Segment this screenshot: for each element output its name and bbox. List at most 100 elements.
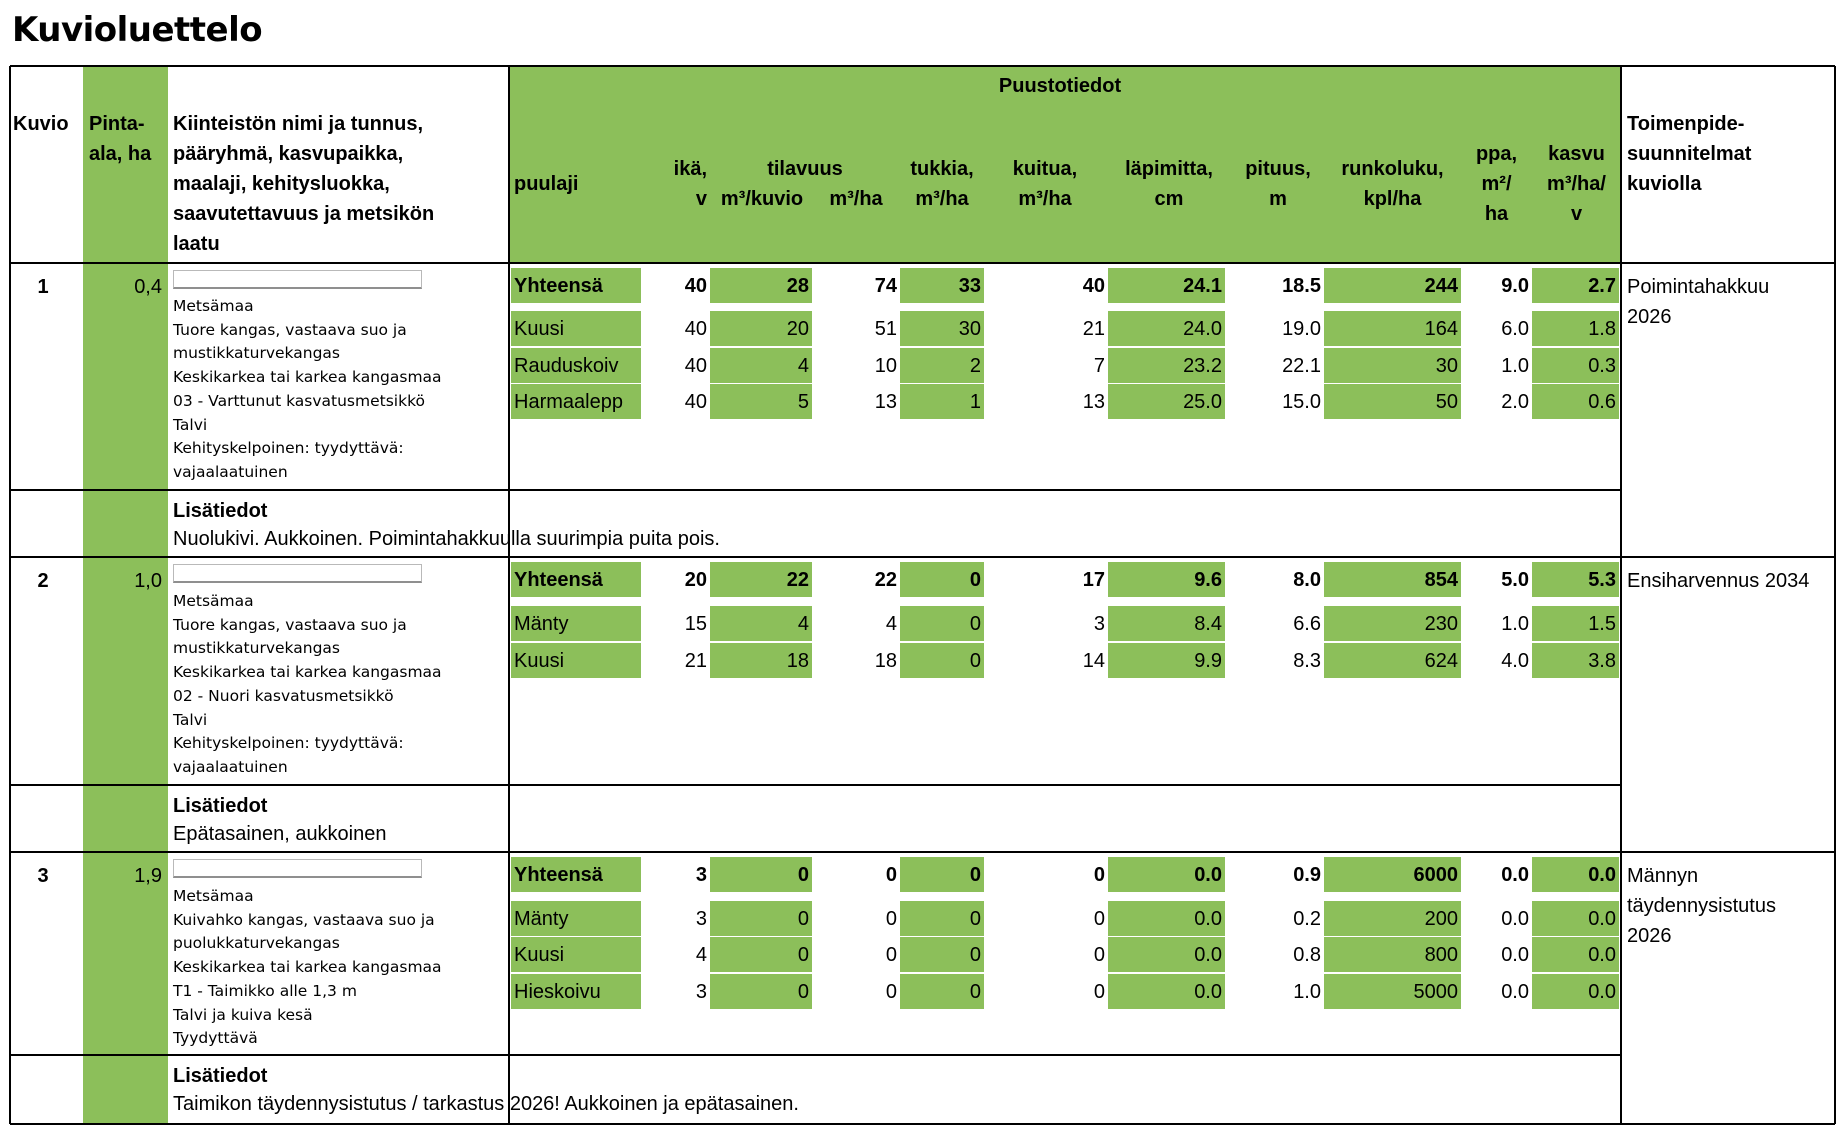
cell-runkoluku: 50: [1435, 391, 1458, 413]
pattern-detail-line: vajaalaatuinen: [173, 757, 288, 776]
pattern-detail-line: Kehityskelpoinen: tyydyttävä:: [173, 439, 404, 458]
cell-fill-runkoluku: [1324, 937, 1461, 972]
cell-pituus: 15.0: [1282, 391, 1321, 413]
cell-tukkia: 0: [969, 864, 981, 886]
cell-fill-tukkia: [900, 937, 984, 972]
pinta-ala-column-fill: [83, 66, 168, 1124]
cell-lapimitta: 24.1: [1183, 275, 1222, 297]
cell-fill-lapimitta: [1108, 857, 1225, 892]
cell-runkoluku: 624: [1424, 650, 1458, 672]
header-kasvu: v: [1570, 203, 1583, 225]
cell-tukkia: 1: [969, 391, 981, 413]
cell-fill-puulaji: [511, 562, 641, 597]
cell-fill-tilavuus_kuvio: [710, 974, 812, 1009]
cell-pituus: 0.2: [1293, 908, 1321, 930]
cell-fill-lapimitta: [1108, 562, 1225, 597]
cell-puulaji: Yhteensä: [514, 569, 603, 591]
cell-runkoluku: 164: [1424, 318, 1458, 340]
header-kiinteisto: laatu: [173, 233, 220, 255]
cell-tilavuus_ha: 13: [874, 391, 897, 413]
cell-lapimitta: 0.0: [1194, 908, 1222, 930]
toimenpide-text: Ensiharvennus 2034: [1627, 570, 1810, 592]
cell-tukkia: 30: [958, 318, 981, 340]
cell-runkoluku: 244: [1424, 275, 1458, 297]
cell-fill-tilavuus_kuvio: [710, 606, 812, 641]
cell-fill-puulaji: [511, 974, 641, 1009]
header-puulaji: puulaji: [514, 173, 579, 195]
header-lapimitta: cm: [1154, 188, 1184, 210]
cell-fill-tilavuus_kuvio: [710, 384, 812, 419]
green-fills: [83, 66, 1621, 1124]
header-tukkia: tukkia,: [910, 158, 974, 180]
cell-kasvu: 0.0: [1588, 908, 1616, 930]
cell-runkoluku: 30: [1435, 355, 1458, 377]
header-ika: v: [695, 188, 707, 210]
cell-runkoluku: 5000: [1413, 981, 1459, 1003]
cell-ika: 20: [684, 569, 707, 591]
toimenpide-text: 2026: [1627, 306, 1672, 328]
cell-ppa: 5.0: [1501, 569, 1529, 591]
kiinteisto-name-field[interactable]: [173, 564, 422, 583]
kiinteisto-name-field[interactable]: [173, 270, 422, 289]
cell-tukkia: 0: [969, 569, 981, 591]
cell-tilavuus_kuvio: 0: [797, 864, 809, 886]
header-ppa: ppa,: [1475, 143, 1518, 165]
cell-kasvu: 5.3: [1588, 569, 1616, 591]
cell-ika: 15: [684, 613, 707, 635]
cell-kuitua: 14: [1082, 650, 1105, 672]
cell-fill-lapimitta: [1108, 606, 1225, 641]
cell-fill-lapimitta: [1108, 937, 1225, 972]
pattern-detail-line: Metsämaa: [173, 592, 254, 610]
cell-pituus: 8.0: [1293, 569, 1321, 591]
pinta-ala-value: 0,4: [134, 276, 162, 298]
pinta-ala-value: 1,0: [134, 570, 162, 592]
cell-kuitua: 0: [1093, 944, 1105, 966]
kiinteisto-name-field[interactable]: [173, 859, 422, 878]
cell-tilavuus_kuvio: 0: [797, 944, 809, 966]
cell-fill-puulaji: [511, 901, 641, 936]
kuvio-number: 2: [37, 570, 49, 592]
header-tukkia: m³/ha: [915, 188, 969, 210]
cell-kasvu: 0.0: [1588, 864, 1616, 886]
cell-kasvu: 1.5: [1588, 613, 1616, 635]
pattern-detail-line: Talvi ja kuiva kesä: [173, 1005, 313, 1024]
cell-lapimitta: 0.0: [1194, 981, 1222, 1003]
cell-kuitua: 40: [1082, 275, 1105, 297]
cell-fill-tilavuus_kuvio: [710, 937, 812, 972]
cell-tilavuus_kuvio: 4: [797, 613, 809, 635]
header-tilavuus-kuvio: m³/kuvio: [720, 188, 804, 210]
cell-tilavuus_ha: 51: [874, 318, 897, 340]
cell-ppa: 2.0: [1501, 391, 1529, 413]
cell-kuitua: 3: [1093, 613, 1105, 635]
cell-pituus: 0.9: [1293, 864, 1321, 886]
cell-fill-tukkia: [900, 901, 984, 936]
toimenpide-text: Männyn: [1627, 865, 1699, 887]
header-toimenpide: kuviolla: [1627, 173, 1702, 195]
pattern-detail-line: Keskikarkea tai karkea kangasmaa: [173, 663, 442, 682]
cell-kasvu: 2.7: [1588, 275, 1616, 297]
cell-fill-puulaji: [511, 937, 641, 972]
lisatiedot-label: Lisätiedot: [173, 1065, 268, 1087]
cell-fill-tukkia: [900, 974, 984, 1009]
header-lapimitta: läpimitta,: [1125, 158, 1213, 180]
pattern-detail-line: Tuore kangas, vastaava suo ja: [173, 320, 407, 339]
cell-tilavuus_kuvio: 0: [797, 908, 809, 930]
cell-tilavuus_kuvio: 22: [786, 569, 809, 591]
cell-fill-puulaji: [511, 643, 641, 678]
cell-ika: 3: [695, 981, 707, 1003]
cell-kuitua: 21: [1082, 318, 1105, 340]
cell-fill-kasvu: [1532, 643, 1619, 678]
cell-puulaji: Yhteensä: [514, 864, 603, 886]
cell-tilavuus_kuvio: 0: [797, 981, 809, 1003]
cell-fill-runkoluku: [1324, 311, 1461, 346]
header-runkoluku: runkoluku,: [1341, 158, 1444, 180]
pattern-detail-line: vajaalaatuinen: [173, 462, 288, 481]
header-kiinteisto: maalaji, kehitysluokka,: [173, 173, 390, 195]
header-pituus: m: [1269, 188, 1287, 210]
cell-pituus: 19.0: [1282, 318, 1321, 340]
cell-fill-tukkia: [900, 268, 984, 303]
cell-fill-runkoluku: [1324, 974, 1461, 1009]
header-pinta-ala: ala, ha: [89, 143, 152, 165]
cell-fill-tilavuus_kuvio: [710, 348, 812, 383]
